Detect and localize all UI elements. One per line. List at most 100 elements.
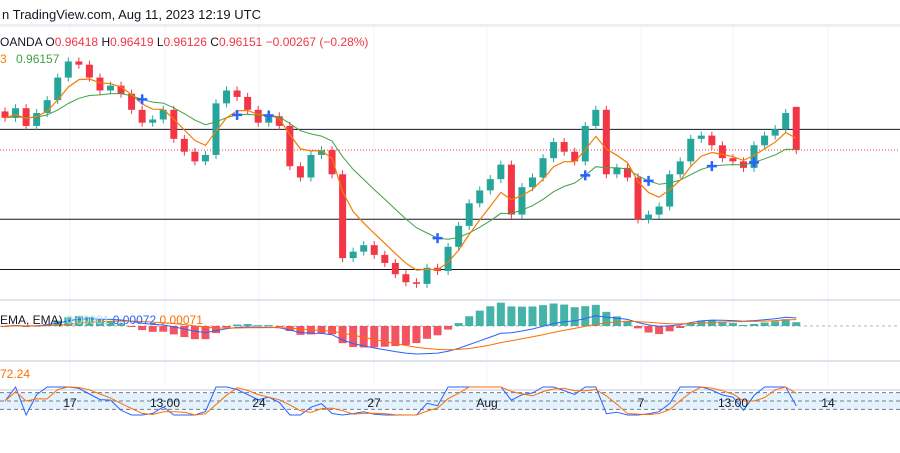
macd-histogram-bar	[243, 324, 252, 326]
candle-body	[666, 174, 674, 207]
cross-marker-icon	[137, 94, 148, 105]
x-tick-label: 13:00	[149, 396, 181, 410]
macd-signal-value: 0.00071	[159, 313, 203, 327]
macd-histogram-bar	[728, 323, 737, 326]
candle-body	[571, 151, 579, 162]
macd-histogram-bar	[328, 326, 337, 335]
source-text: n TradingView.com, Aug 11, 2023 12:19 UT…	[2, 7, 261, 22]
macd-histogram-bar	[623, 320, 632, 326]
candle-body	[782, 113, 790, 130]
change-value: −0.00267 (−0.28%)	[265, 35, 369, 49]
x-tick-label: 27	[367, 396, 381, 410]
candle-body	[370, 245, 378, 255]
macd-histogram-bar	[95, 319, 104, 326]
macd-histogram-bar	[771, 321, 780, 326]
candle-body	[22, 108, 30, 126]
candle-body	[96, 77, 104, 91]
macd-histogram-bar	[581, 306, 590, 326]
candle-body	[529, 177, 536, 188]
candle-body	[180, 138, 188, 152]
macd-histogram-bar	[707, 320, 716, 326]
x-tick-label: 13:00	[717, 396, 749, 410]
x-tick-label: 7	[637, 396, 645, 410]
candle-body	[581, 125, 589, 162]
candle-body	[64, 61, 72, 78]
macd-histogram-bar	[169, 326, 178, 335]
candle-body	[12, 108, 20, 118]
candle-body	[792, 106, 800, 150]
macd-histogram-bar	[517, 306, 526, 326]
price-chart[interactable]	[0, 26, 900, 426]
ema-slow-line	[4, 93, 797, 240]
macd-histogram-bar	[401, 326, 410, 345]
symbol-label: OANDA	[0, 35, 43, 49]
candle-body	[655, 206, 663, 215]
candle-body	[170, 109, 178, 139]
candle-body	[761, 135, 769, 146]
macd-histogram-bar	[74, 315, 83, 326]
cross-marker-icon	[232, 109, 243, 120]
macd-histogram-bar	[349, 326, 358, 348]
macd-histogram-bar	[750, 323, 759, 326]
macd-histogram-bar	[739, 324, 748, 326]
low-value: 0.96126	[163, 35, 207, 49]
macd-legend: EMA, EMA) 0.00001 0.00072 0.00071	[0, 313, 203, 327]
macd-histogram-bar	[781, 319, 790, 326]
candle-body	[33, 113, 41, 126]
candle-body	[613, 167, 621, 175]
candle-body	[117, 85, 125, 94]
macd-histogram-bar	[296, 326, 305, 335]
candle-body	[307, 154, 315, 178]
candle-body	[444, 246, 452, 271]
candle-body	[539, 158, 547, 178]
candle-body	[486, 179, 494, 191]
macd-histogram-bar	[507, 306, 516, 326]
candle-body	[296, 166, 304, 178]
candle-body	[391, 262, 399, 275]
cross-marker-icon	[706, 161, 717, 172]
macd-histogram-bar	[602, 311, 611, 326]
ema-fast-line	[4, 78, 797, 271]
macd-histogram-bar	[549, 303, 558, 326]
macd-histogram-bar	[64, 317, 73, 326]
candle-body	[107, 85, 114, 91]
candle-body	[381, 254, 389, 263]
macd-histogram-bar	[1, 326, 9, 327]
candle-body	[328, 150, 336, 175]
candle-body	[275, 116, 283, 126]
macd-hist-value: 0.00001	[66, 313, 110, 327]
candle-body	[54, 77, 62, 101]
macd-histogram-bar	[423, 326, 431, 339]
x-tick-label: 24	[252, 396, 266, 410]
macd-histogram-bar	[317, 326, 326, 334]
candle-body	[1, 111, 9, 118]
macd-histogram-bar	[138, 326, 147, 331]
macd-histogram-bar	[539, 305, 548, 326]
macd-histogram-bar	[718, 321, 727, 326]
macd-histogram-bar	[454, 323, 463, 326]
candle-body	[201, 154, 209, 162]
candle-body	[708, 135, 716, 146]
chart-header: n TradingView.com, Aug 11, 2023 12:19 UT…	[0, 0, 900, 26]
macd-histogram-bar	[465, 316, 474, 326]
macd-histogram-bar	[760, 322, 769, 326]
x-tick-label: 14	[821, 396, 835, 410]
macd-histogram-bar	[106, 321, 115, 326]
candle-body	[497, 164, 505, 180]
macd-histogram-bar	[486, 306, 495, 326]
candle-body	[318, 150, 325, 155]
macd-histogram-bar	[686, 323, 695, 326]
candle-body	[402, 274, 410, 283]
macd-histogram-bar	[496, 302, 505, 326]
candle-body	[465, 203, 473, 226]
candle-body	[191, 151, 199, 162]
candle-body	[149, 119, 157, 123]
cross-marker-icon	[580, 170, 591, 181]
candle-body	[339, 174, 347, 259]
candle-body	[729, 158, 737, 162]
candle-body	[75, 61, 83, 65]
candle-body	[349, 251, 357, 259]
candle-body	[687, 138, 695, 162]
macd-histogram-bar	[159, 326, 168, 332]
cross-marker-icon	[432, 233, 443, 244]
